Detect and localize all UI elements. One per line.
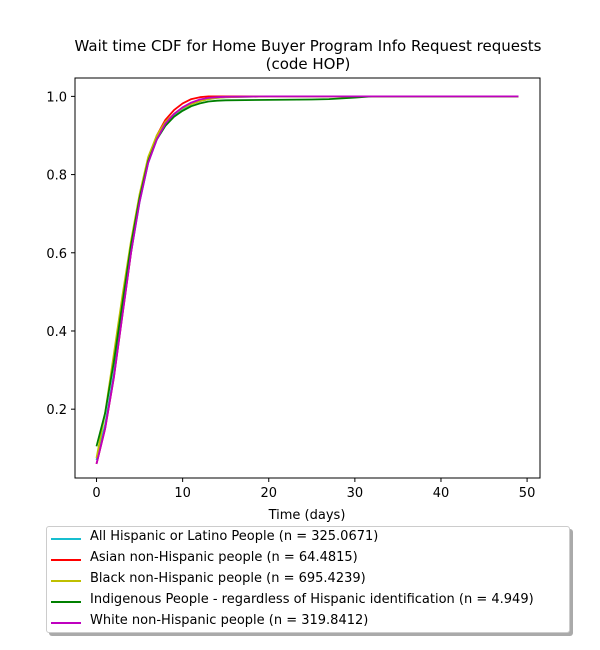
axes-frame [74,77,541,479]
legend-label: All Hispanic or Latino People (n = 325.0… [90,529,379,544]
legend: All Hispanic or Latino People (n = 325.0… [46,526,570,633]
legend-item: All Hispanic or Latino People (n = 325.0… [47,528,567,549]
ticks-layer: 0 10 20 30 40 50 0.2 0.4 0.6 0.8 1.0 [46,90,535,501]
y-tick-label: 0.8 [46,169,67,184]
legend-label: Black non-Hispanic people (n = 695.4239) [90,571,366,586]
series-line-0 [95,95,519,461]
y-tick-label: 1.0 [46,90,67,105]
y-tick-label: 0.2 [46,403,67,418]
y-tick-label: 0.6 [46,247,67,262]
legend-item: Indigenous People - regardless of Hispan… [47,591,567,612]
series-line-1 [95,95,519,465]
legend-label: Indigenous People - regardless of Hispan… [90,592,534,607]
x-tick-label: 40 [433,486,450,501]
legend-label: Asian non-Hispanic people (n = 64.4815) [90,550,358,565]
chart-title-line-1: Wait time CDF for Home Buyer Program Inf… [74,37,542,55]
x-tick-label: 0 [92,486,100,501]
x-axis-label: Time (days) [268,508,346,523]
legend-item: Black non-Hispanic people (n = 695.4239) [47,570,567,591]
x-tick-label: 50 [519,486,536,501]
x-tick-label: 30 [347,486,364,501]
legend-item: White non-Hispanic people (n = 319.8412) [47,612,567,633]
series-line-3 [95,95,519,447]
series-line-4 [95,95,519,465]
chart-title-line-2: (code HOP) [265,55,351,73]
legend-swatch [51,580,81,582]
series-layer [95,95,519,465]
legend-swatch [51,601,81,603]
legend-label: White non-Hispanic people (n = 319.8412) [90,613,369,628]
legend-swatch [51,559,81,561]
x-tick-label: 10 [174,486,191,501]
y-tick-label: 0.4 [46,325,67,340]
series-line-2 [95,95,519,459]
legend-swatch [51,538,81,540]
x-tick-label: 20 [260,486,277,501]
legend-swatch [51,622,81,624]
legend-item: Asian non-Hispanic people (n = 64.4815) [47,549,567,570]
